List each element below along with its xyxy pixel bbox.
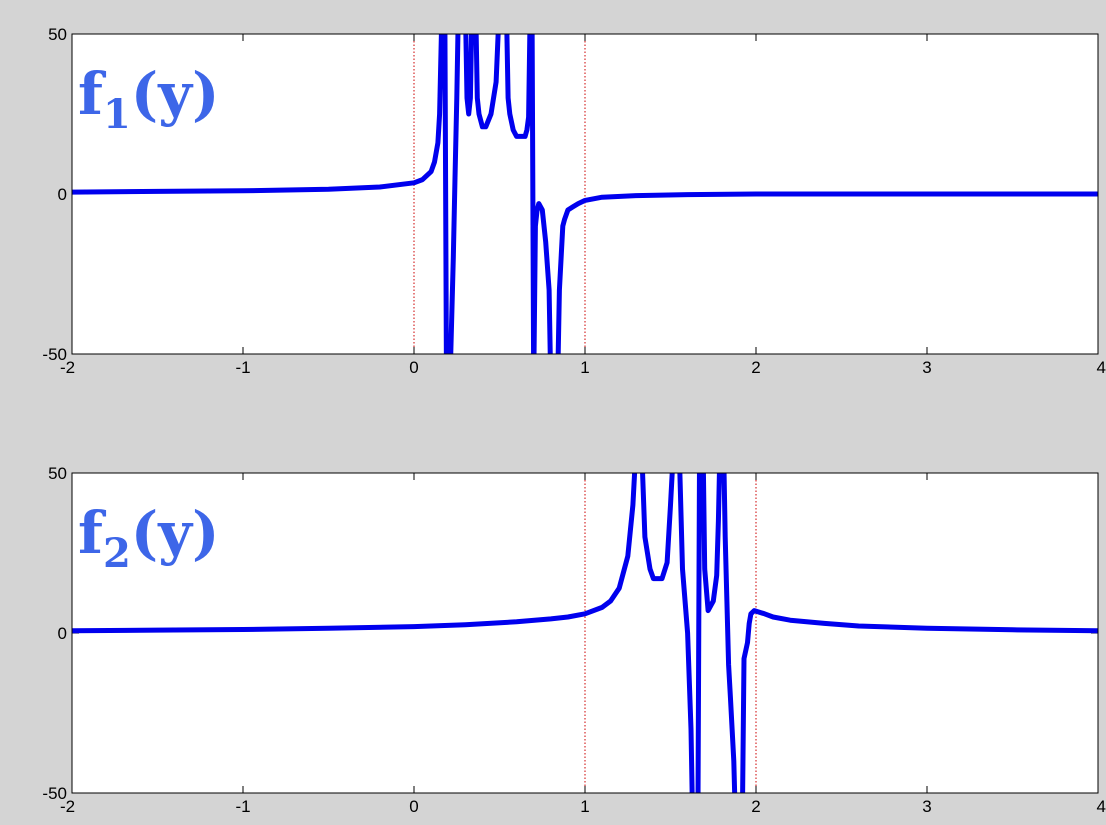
x-tick-label: 3 bbox=[922, 797, 931, 816]
function-label-suffix: (y) bbox=[131, 499, 220, 567]
x-tick-label: 0 bbox=[409, 797, 418, 816]
y-tick-label: -50 bbox=[42, 784, 67, 803]
x-tick-label: 2 bbox=[751, 358, 760, 377]
y-tick-labels: -50 0 50 bbox=[42, 464, 67, 803]
x-tick-label: 4 bbox=[1097, 358, 1106, 377]
series-line bbox=[72, 34, 1098, 354]
x-tick-labels: -2 -1 0 1 2 3 4 bbox=[60, 358, 1106, 377]
vertical-markers bbox=[413, 34, 586, 354]
function-label: f1(y) bbox=[78, 60, 219, 138]
x-tick-labels: -2 -1 0 1 2 3 4 bbox=[60, 797, 1106, 816]
y-tick-label: 50 bbox=[48, 464, 67, 483]
plot-frame bbox=[71, 33, 1099, 355]
y-tick-label: -50 bbox=[42, 345, 67, 364]
x-tick-label: -2 bbox=[60, 358, 75, 377]
x-tick-label: 3 bbox=[922, 358, 931, 377]
y-tick-label: 50 bbox=[48, 25, 67, 44]
x-tick-label: 0 bbox=[409, 358, 418, 377]
function-label-suffix: (y) bbox=[131, 60, 220, 128]
function-label-base: f bbox=[78, 60, 107, 128]
x-tick-label: 1 bbox=[580, 797, 589, 816]
x-tick-label: 2 bbox=[751, 797, 760, 816]
x-tick-label: -1 bbox=[235, 797, 250, 816]
function-label-subscript: 1 bbox=[103, 91, 131, 138]
plot-area bbox=[72, 473, 1098, 793]
series-line bbox=[72, 473, 1098, 793]
x-tick-label: -1 bbox=[235, 358, 250, 377]
function-label-base: f bbox=[78, 499, 107, 567]
x-tick-label: 4 bbox=[1097, 797, 1106, 816]
x-tick-label: 1 bbox=[580, 358, 589, 377]
plot-frame bbox=[71, 472, 1099, 794]
function-label-subscript: 2 bbox=[103, 530, 131, 577]
y-tick-label: 0 bbox=[58, 624, 67, 643]
x-tick-label: -2 bbox=[60, 797, 75, 816]
y-tick-label: 0 bbox=[58, 185, 67, 204]
y-tick-labels: -50 0 50 bbox=[42, 25, 67, 364]
function-label: f2(y) bbox=[78, 499, 219, 577]
vertical-markers bbox=[584, 473, 757, 793]
